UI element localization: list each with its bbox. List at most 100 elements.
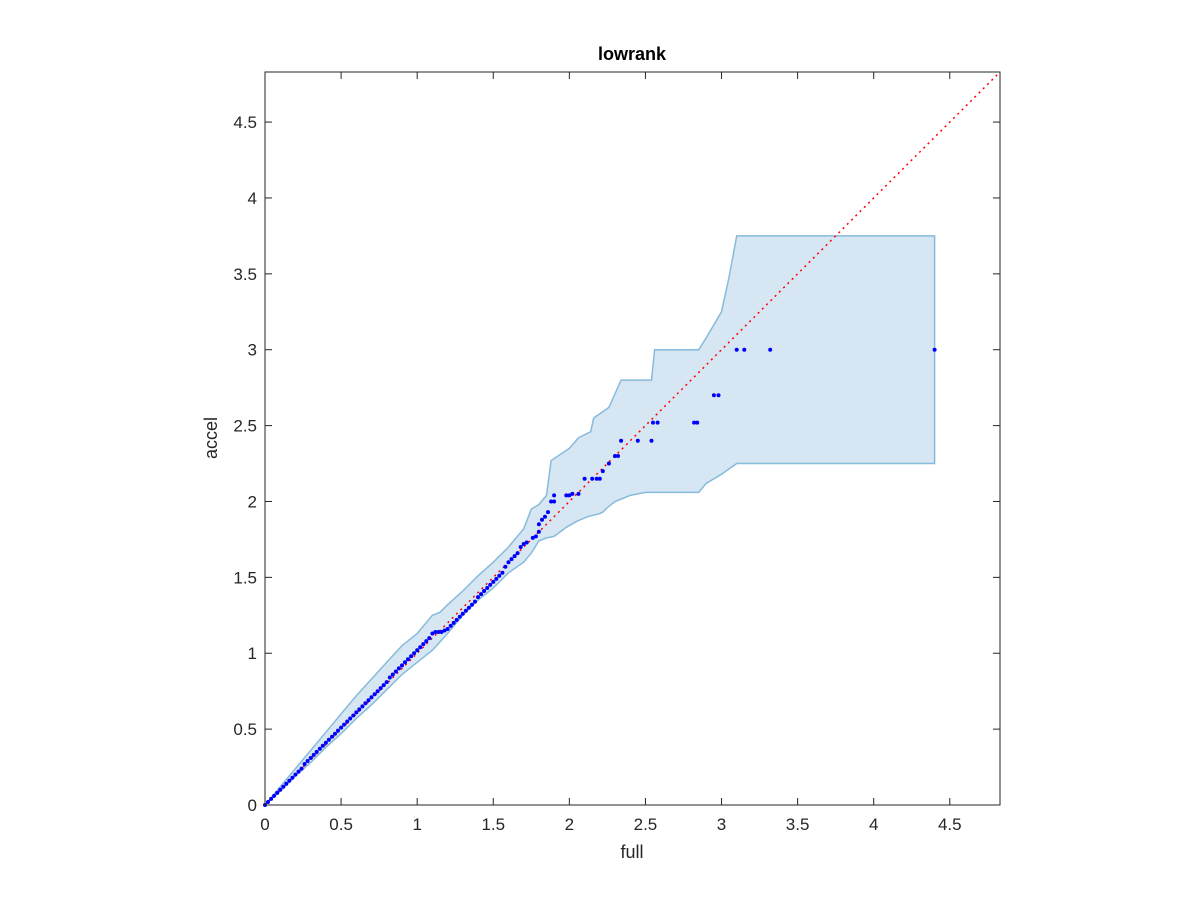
data-point: [503, 564, 508, 569]
data-point: [463, 608, 468, 613]
data-point: [742, 347, 747, 352]
y-axis-title: accel: [201, 417, 221, 459]
data-point: [494, 576, 499, 581]
data-point: [451, 620, 456, 625]
data-point: [424, 639, 429, 644]
data-point: [692, 420, 697, 425]
data-point: [275, 790, 280, 795]
x-tick-label: 1.5: [481, 815, 505, 834]
data-point: [466, 605, 471, 610]
data-point: [716, 393, 721, 398]
data-point: [734, 347, 739, 352]
data-point: [278, 787, 283, 792]
data-point: [570, 491, 575, 496]
x-tick-label: 4: [869, 815, 878, 834]
data-point: [536, 529, 541, 534]
data-point: [330, 734, 334, 739]
plot-area-frame: [264, 71, 1001, 806]
data-point: [369, 695, 374, 700]
data-point: [497, 573, 502, 578]
data-point: [695, 420, 700, 425]
data-point: [533, 534, 538, 539]
band-area: [264, 235, 936, 806]
data-point: [427, 636, 432, 641]
data-point: [549, 499, 554, 504]
data-point: [317, 746, 322, 751]
data-point: [619, 438, 624, 443]
y-tick-label: 1: [248, 644, 257, 663]
data-point: [552, 493, 557, 498]
data-point: [381, 683, 386, 688]
data-point: [320, 743, 325, 748]
data-point: [470, 602, 474, 607]
x-axis-title: full: [620, 842, 643, 862]
data-point: [378, 686, 383, 691]
y-tick-label: 0.5: [233, 720, 257, 739]
data-point: [418, 645, 423, 650]
data-point: [613, 454, 617, 458]
data-point: [582, 476, 587, 481]
data-point: [506, 560, 511, 565]
identity-reference-line: [264, 71, 1001, 806]
data-point: [323, 740, 328, 745]
data-point: [281, 784, 286, 789]
data-point: [635, 438, 640, 443]
data-point: [415, 648, 420, 653]
data-point: [421, 642, 426, 647]
data-point: [403, 660, 407, 665]
y-tick-label: 1.5: [233, 568, 257, 587]
data-point: [348, 716, 353, 721]
y-axis: 0 0.5 1 1.5 2 2.5 3 3.5 4 4.5: [233, 113, 1000, 815]
data-point: [345, 719, 350, 724]
data-point: [390, 672, 395, 677]
y-tick-label: 4: [248, 189, 257, 208]
data-point: [473, 599, 477, 604]
x-tick-label: 4.5: [938, 815, 962, 834]
x-tick-label: 1: [412, 815, 421, 834]
y-tick-label: 2.5: [233, 417, 257, 436]
data-point: [311, 752, 316, 757]
data-point: [442, 628, 447, 633]
data-point: [649, 438, 654, 443]
data-point: [651, 420, 655, 425]
data-point: [342, 722, 347, 727]
data-point: [564, 493, 569, 498]
data-point: [430, 631, 435, 636]
y-tick-label: 3.5: [233, 265, 257, 284]
data-points: [263, 347, 937, 807]
data-point: [409, 654, 414, 659]
x-tick-label: 3.5: [786, 815, 810, 834]
data-point: [287, 778, 292, 783]
data-point: [436, 630, 441, 634]
data-point: [360, 704, 365, 709]
data-point: [400, 663, 404, 668]
data-point: [500, 570, 505, 575]
data-point: [439, 630, 444, 634]
data-point: [299, 766, 304, 771]
data-point: [454, 617, 459, 622]
data-point: [357, 707, 362, 712]
data-point: [576, 491, 581, 496]
y-tick-label: 3: [248, 341, 257, 360]
data-point: [326, 737, 331, 742]
y-tick-label: 0: [248, 796, 257, 815]
data-point: [354, 710, 359, 715]
data-point: [512, 554, 517, 559]
data-point: [375, 689, 380, 694]
data-point: [305, 759, 310, 763]
data-point: [366, 698, 371, 703]
data-point: [445, 627, 450, 631]
confidence-band: [264, 235, 936, 806]
data-point: [396, 666, 401, 671]
data-point: [482, 589, 487, 593]
x-tick-label: 2.5: [634, 815, 658, 834]
data-point: [491, 579, 496, 584]
data-point: [521, 542, 526, 546]
data-point: [363, 701, 368, 706]
data-point: [336, 728, 340, 733]
data-point: [266, 800, 270, 804]
data-point: [485, 586, 490, 590]
data-point: [433, 630, 438, 634]
x-tick-label: 3: [717, 815, 726, 834]
